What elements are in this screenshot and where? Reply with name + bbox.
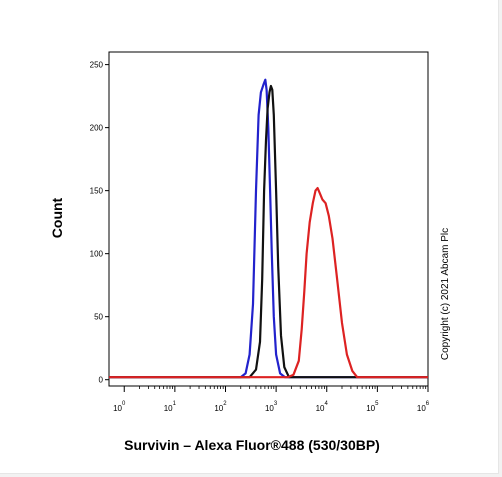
x-tick-label: 104 — [316, 401, 329, 413]
y-tick-label: 150 — [90, 187, 104, 196]
x-tick-exponent: 2 — [223, 401, 227, 407]
y-tick-label: 250 — [90, 61, 104, 70]
histogram-series — [109, 78, 428, 379]
y-tick-label: 100 — [90, 250, 104, 259]
histogram-line-1 — [109, 78, 428, 379]
y-tick-label: 200 — [90, 124, 104, 133]
x-tick-exponent: 4 — [325, 401, 329, 407]
x-axis-label: Survivin – Alexa Fluor®488 (530/30BP) — [124, 437, 380, 453]
x-tick-exponent: 5 — [375, 401, 379, 407]
x-tick-label: 106 — [417, 401, 430, 413]
histogram-line-3 — [109, 187, 428, 379]
copyright-annotation: Copyright (c) 2021 Abcam Plc — [440, 228, 451, 360]
x-tick-label: 102 — [214, 401, 227, 413]
x-tick-exponent: 6 — [426, 401, 430, 407]
x-tick-label: 101 — [164, 401, 177, 413]
x-tick-label: 100 — [113, 401, 126, 413]
x-tick-exponent: 3 — [274, 401, 278, 407]
y-tick-label: 0 — [99, 376, 104, 385]
y-tick-label: 50 — [94, 313, 103, 322]
x-tick-exponent: 1 — [173, 401, 177, 407]
histogram-line-2 — [109, 84, 428, 379]
x-tick-label: 105 — [366, 401, 379, 413]
x-tick-label: 103 — [265, 401, 278, 413]
x-tick-exponent: 0 — [122, 401, 126, 407]
y-axis-label: Count — [49, 197, 65, 238]
